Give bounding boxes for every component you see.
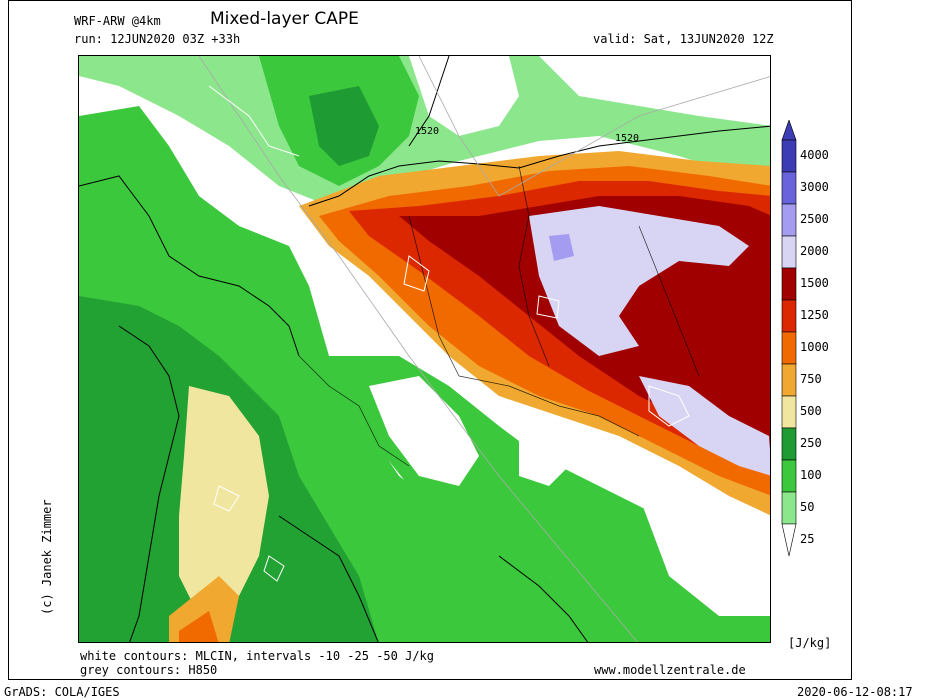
contour-label-b: 1520 — [615, 133, 639, 144]
legend-label-1250: 1250 — [800, 308, 829, 322]
coastline-mediterranean — [278, 515, 379, 642]
mlcin-contour-6 — [263, 555, 285, 582]
footer-site: www.modellzentrale.de — [594, 663, 746, 677]
alps-white-gap — [369, 376, 479, 486]
legend-swatch-50 — [781, 491, 797, 525]
legend-swatch-100 — [781, 459, 797, 493]
legend-swatch-1500 — [781, 267, 797, 301]
legend-label-25: 25 — [800, 532, 815, 546]
coastlines — [79, 56, 770, 642]
land-northeast-white — [539, 56, 770, 126]
legend-label-100: 100 — [800, 468, 822, 482]
footer-grads: GrADS: COLA/IGES — [4, 685, 120, 699]
cape-orange-south — [169, 576, 239, 642]
coastline-north — [308, 125, 770, 207]
land-north-white — [409, 56, 519, 136]
borders — [298, 165, 700, 467]
legend-label-250: 250 — [800, 436, 822, 450]
legend-swatch-2000 — [781, 235, 797, 269]
legend-swatch-4000 — [781, 139, 797, 173]
border-poland-west — [518, 165, 550, 367]
contour-label-a: 1520 — [415, 126, 439, 137]
footer-h850: grey contours: H850 — [80, 663, 218, 677]
legend-swatch-2500 — [781, 203, 797, 237]
mlcin-contour-3 — [536, 295, 560, 319]
legend-swatch-1000 — [781, 331, 797, 365]
legend-unit: [J/kg] — [788, 636, 832, 650]
cape-lavender-east — [529, 206, 749, 356]
valid-label: valid: Sat, 13JUN2020 12Z — [593, 32, 774, 46]
author-credit: (c) Janek Zimmer — [40, 499, 54, 615]
plot-frame — [8, 0, 852, 680]
cape-darkgreen-scandinavia — [309, 86, 379, 166]
mlcin-contour-1 — [208, 85, 300, 157]
mlcin-contour-4 — [648, 385, 690, 427]
footer-timestamp: 2020-06-12-08:17 — [797, 685, 913, 699]
footer-mlcin: white contours: MLCIN, intervals -10 -25… — [80, 649, 435, 663]
legend-label-500: 500 — [800, 404, 822, 418]
model-label: WRF-ARW @4km — [74, 14, 161, 28]
legend-label-1500: 1500 — [800, 276, 829, 290]
legend-label-3000: 3000 — [800, 180, 829, 194]
white-patch-center — [519, 426, 579, 486]
cape-yellow-spain — [179, 386, 269, 616]
coastline-denmark — [408, 56, 450, 147]
legend-label-2500: 2500 — [800, 212, 829, 226]
legend-arrow-top — [781, 120, 797, 141]
legend-swatch-250 — [781, 427, 797, 461]
color-legend — [781, 120, 797, 557]
legend-label-1000: 1000 — [800, 340, 829, 354]
h850-contours — [198, 56, 770, 642]
cape-map: 1520 1520 — [78, 55, 771, 643]
legend-swatch-1250 — [781, 299, 797, 333]
cape-purple-spot — [549, 234, 574, 261]
legend-label-4000: 4000 — [800, 148, 829, 162]
border-germany-west — [408, 215, 460, 377]
mlcin-contour-2 — [403, 255, 430, 292]
legend-swatch-500 — [781, 395, 797, 429]
h850-contour-2 — [418, 56, 770, 197]
cape-map-svg: 1520 1520 — [79, 56, 770, 642]
coastline-adriatic — [498, 555, 589, 642]
cape-lavender-southeast — [639, 376, 770, 476]
balkans-white — [639, 496, 770, 616]
h850-contour-1 — [198, 56, 638, 642]
mlcin-contours — [208, 85, 690, 582]
coastline-west — [79, 175, 300, 357]
run-label: run: 12JUN2020 03Z +33h — [74, 32, 241, 46]
legend-label-2000: 2000 — [800, 244, 829, 258]
border-france — [298, 355, 410, 467]
legend-label-50: 50 — [800, 500, 815, 514]
mlcin-contour-5 — [213, 485, 240, 512]
border-poland-east — [638, 225, 700, 377]
legend-swatch-3000 — [781, 171, 797, 205]
border-alps — [458, 375, 640, 437]
cape-darkorange-south — [179, 611, 219, 642]
legend-label-750: 750 — [800, 372, 822, 386]
legend-arrow-bottom — [781, 523, 797, 557]
map-title: Mixed-layer CAPE — [210, 9, 359, 29]
coastline-biscay — [118, 325, 180, 642]
legend-swatch-750 — [781, 363, 797, 397]
